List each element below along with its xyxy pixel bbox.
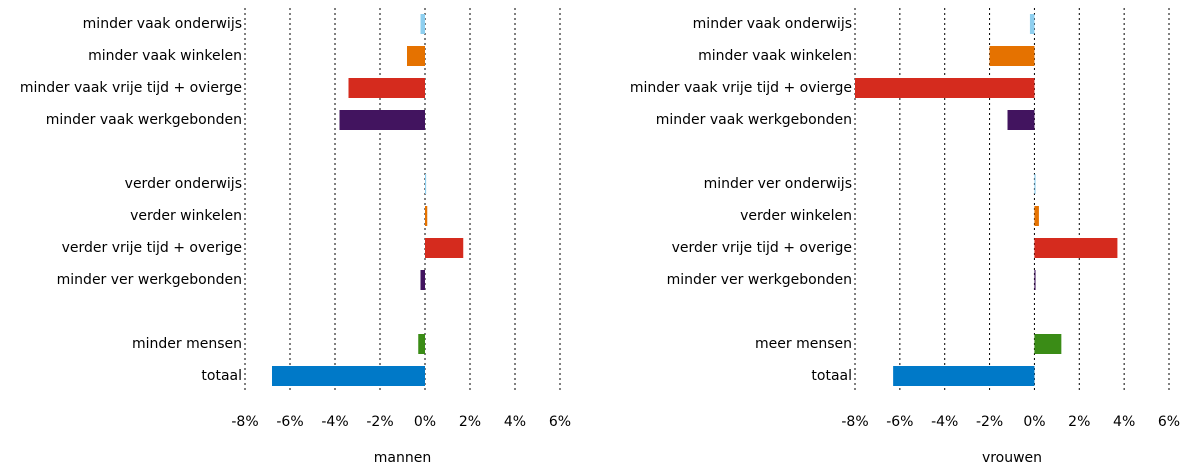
x-tick-label: -6%	[886, 414, 913, 430]
bar	[1029, 14, 1035, 34]
bar	[893, 366, 1035, 386]
bar	[1034, 206, 1039, 226]
x-tick-label: 6%	[1158, 414, 1180, 430]
bar	[989, 46, 1035, 66]
bar	[272, 366, 425, 386]
bar	[1007, 110, 1035, 130]
category-label: minder vaak onderwijs	[693, 16, 852, 32]
x-tick-label: 0%	[414, 414, 436, 430]
category-label: minder ver werkgebonden	[667, 272, 852, 288]
bar	[1034, 238, 1118, 258]
bar	[425, 238, 464, 258]
x-tick-label: -8%	[231, 414, 258, 430]
bar	[420, 14, 425, 34]
bar	[418, 334, 425, 354]
x-tick-label: 2%	[1068, 414, 1090, 430]
category-label: minder vaak vrije tijd + ovierge	[630, 80, 852, 96]
category-label: minder vaak winkelen	[698, 48, 852, 64]
bar	[348, 78, 425, 98]
bar	[1034, 270, 1036, 290]
category-label: minder mensen	[132, 336, 242, 352]
category-label: minder vaak werkgebonden	[656, 112, 852, 128]
x-tick-label: -6%	[276, 414, 303, 430]
category-label: minder ver onderwijs	[704, 176, 852, 192]
x-tick-label: -8%	[841, 414, 868, 430]
category-label: verder onderwijs	[125, 176, 242, 192]
x-tick-label: -2%	[976, 414, 1003, 430]
x-tick-label: 4%	[1113, 414, 1135, 430]
x-tick-label: 4%	[504, 414, 526, 430]
category-label: totaal	[201, 368, 242, 384]
x-tick-label: 6%	[549, 414, 571, 430]
category-label: minder vaak werkgebonden	[46, 112, 242, 128]
category-label: verder winkelen	[740, 208, 852, 224]
bar	[855, 78, 1035, 98]
bar	[1034, 334, 1062, 354]
category-label: minder vaak winkelen	[88, 48, 242, 64]
bar	[425, 174, 427, 194]
category-label: meer mensen	[755, 336, 852, 352]
bar	[425, 206, 428, 226]
category-label: verder vrije tijd + overige	[62, 240, 242, 256]
category-label: verder winkelen	[130, 208, 242, 224]
x-tick-label: -2%	[366, 414, 393, 430]
category-label: totaal	[811, 368, 852, 384]
x-axis-label: vrouwen	[982, 450, 1042, 466]
x-tick-label: -4%	[321, 414, 348, 430]
category-label: minder ver werkgebonden	[57, 272, 242, 288]
x-axis-label: mannen	[374, 450, 431, 466]
x-tick-label: 0%	[1023, 414, 1045, 430]
category-label: minder vaak vrije tijd + ovierge	[20, 80, 242, 96]
bar	[1034, 174, 1036, 194]
category-label: verder vrije tijd + overige	[672, 240, 852, 256]
bar	[339, 110, 425, 130]
x-tick-label: -4%	[931, 414, 958, 430]
category-label: minder vaak onderwijs	[83, 16, 242, 32]
x-tick-label: 2%	[459, 414, 481, 430]
bar	[407, 46, 425, 66]
bar	[420, 270, 425, 290]
